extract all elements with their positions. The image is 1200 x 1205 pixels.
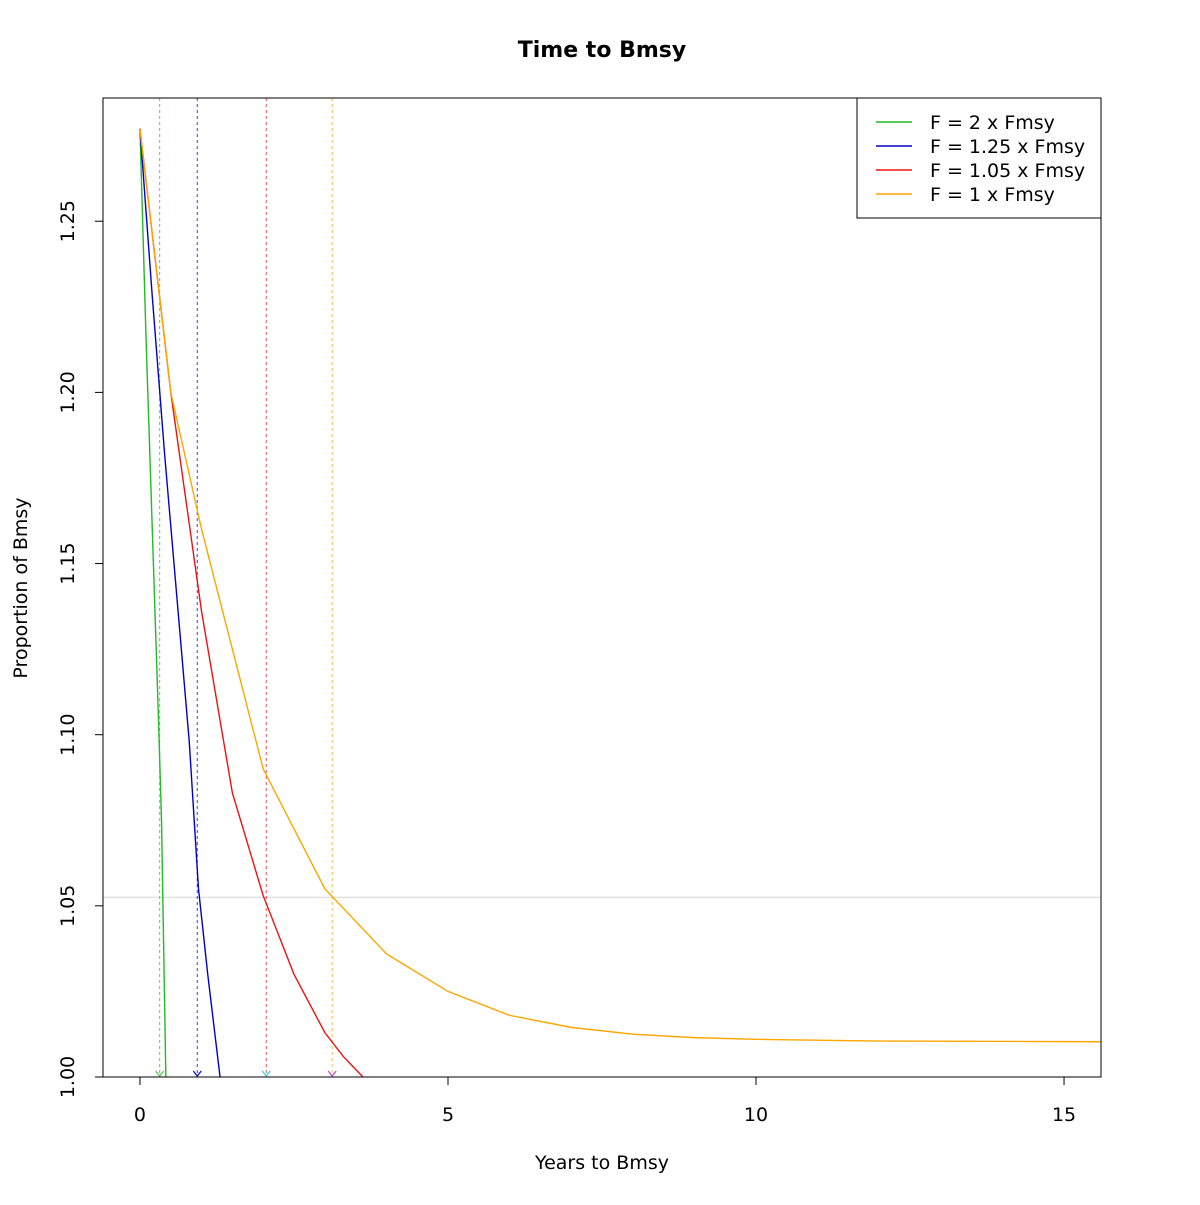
axes-layer: 0 5 10 15 1.00 1.05 1.10 1.15 1.20 1.25: [57, 97, 1102, 1126]
plot-frame: [102, 97, 1102, 1078]
legend-label-1: F = 2 x Fmsy: [930, 112, 1055, 134]
y-tick-label-3: 1.15: [57, 542, 79, 584]
legend-label-4: F = 1 x Fmsy: [930, 184, 1055, 206]
legend-label-3: F = 1.05 x Fmsy: [930, 160, 1085, 182]
x-tick-label-10: 10: [744, 1104, 768, 1126]
target-marker-2: [192, 1070, 202, 1077]
y-tick-label-5: 1.25: [57, 200, 79, 242]
target-marker-1: [155, 1070, 165, 1077]
series-line-3: [139, 128, 364, 1077]
series-line-2: [139, 128, 221, 1077]
y-tick-label-4: 1.20: [57, 371, 79, 413]
target-marker-4: [327, 1070, 337, 1077]
plot-clipped-group: [103, 98, 1101, 1077]
chart-title: Time to Bmsy: [518, 38, 686, 63]
target-marker-3: [261, 1070, 271, 1077]
legend-label-2: F = 1.25 x Fmsy: [930, 136, 1085, 158]
legend-box: [856, 97, 1102, 219]
series-line-1: [139, 128, 167, 1077]
x-tick-label-5: 5: [442, 1104, 454, 1126]
x-axis-label: Years to Bmsy: [534, 1152, 669, 1174]
plot-layer: [103, 98, 1101, 1077]
y-tick-label-1: 1.05: [57, 885, 79, 927]
y-axis-label: Proportion of Bmsy: [10, 497, 32, 678]
y-tick-label-2: 1.10: [57, 714, 79, 756]
y-tick-label-0: 1.00: [57, 1056, 79, 1098]
x-tick-label-0: 0: [134, 1104, 146, 1126]
x-tick-label-15: 15: [1052, 1104, 1076, 1126]
series-line-4: [139, 128, 1101, 1043]
